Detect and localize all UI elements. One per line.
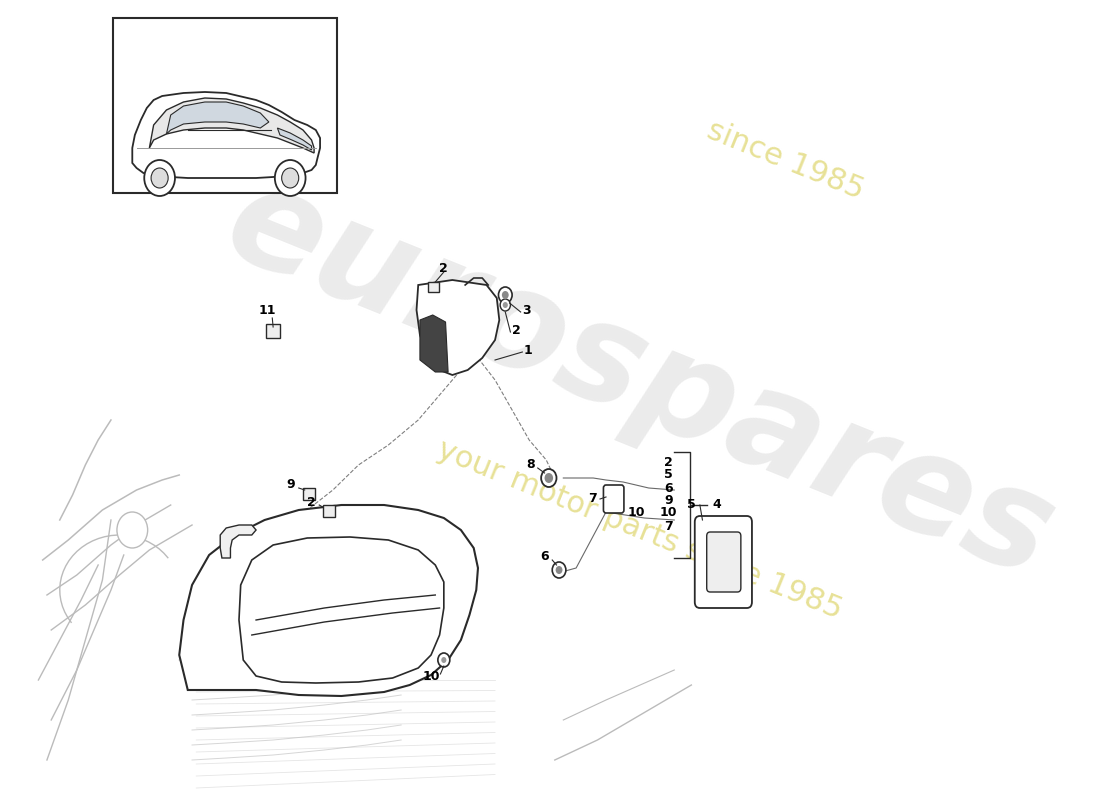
- Text: your motor parts since 1985: your motor parts since 1985: [433, 435, 847, 625]
- Text: 5: 5: [664, 469, 673, 482]
- Circle shape: [502, 291, 508, 299]
- Circle shape: [541, 469, 557, 487]
- Circle shape: [498, 287, 513, 303]
- Polygon shape: [277, 128, 311, 150]
- Circle shape: [144, 160, 175, 196]
- Text: 6: 6: [664, 482, 672, 494]
- Polygon shape: [239, 537, 443, 683]
- Polygon shape: [166, 102, 268, 134]
- Circle shape: [556, 566, 562, 574]
- Circle shape: [282, 168, 299, 188]
- Text: 10: 10: [660, 506, 678, 519]
- Circle shape: [441, 657, 447, 663]
- Text: 3: 3: [522, 303, 531, 317]
- Text: 2: 2: [307, 495, 316, 509]
- Text: 2: 2: [440, 262, 448, 274]
- Circle shape: [503, 302, 508, 308]
- Text: 8: 8: [527, 458, 536, 471]
- Polygon shape: [220, 525, 256, 558]
- Polygon shape: [132, 92, 320, 178]
- Text: 5: 5: [688, 498, 695, 511]
- Text: 10: 10: [627, 506, 645, 519]
- Text: 11: 11: [258, 303, 276, 317]
- Bar: [322, 505, 334, 517]
- Text: 9: 9: [664, 494, 672, 506]
- Circle shape: [275, 160, 306, 196]
- Polygon shape: [420, 315, 448, 372]
- FancyBboxPatch shape: [695, 516, 752, 608]
- Polygon shape: [417, 280, 499, 375]
- Text: 6: 6: [540, 550, 549, 563]
- Circle shape: [544, 473, 553, 483]
- Polygon shape: [150, 98, 315, 153]
- Circle shape: [117, 512, 147, 548]
- Text: 1: 1: [524, 343, 532, 357]
- Circle shape: [438, 653, 450, 667]
- Bar: [429, 282, 439, 292]
- Text: since 1985: since 1985: [703, 115, 868, 205]
- FancyBboxPatch shape: [604, 485, 624, 513]
- Text: 2: 2: [512, 323, 520, 337]
- Text: 4: 4: [713, 498, 722, 511]
- Circle shape: [151, 168, 168, 188]
- Text: 7: 7: [664, 519, 673, 533]
- Text: 7: 7: [588, 491, 596, 505]
- Bar: [302, 488, 315, 500]
- Circle shape: [500, 299, 510, 311]
- Text: 10: 10: [422, 670, 440, 683]
- Text: 9: 9: [286, 478, 295, 491]
- Bar: [112, 18, 337, 193]
- Circle shape: [552, 562, 565, 578]
- FancyBboxPatch shape: [706, 532, 741, 592]
- FancyBboxPatch shape: [266, 324, 280, 338]
- Text: eurospares: eurospares: [208, 153, 1072, 607]
- Text: 2: 2: [664, 455, 673, 469]
- Polygon shape: [179, 505, 479, 696]
